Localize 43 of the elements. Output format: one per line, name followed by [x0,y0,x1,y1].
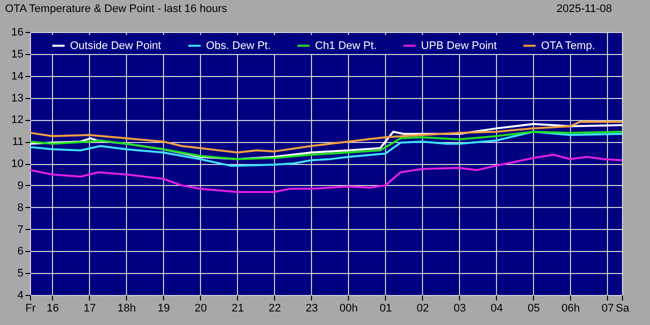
x-tick-label: 16 [46,302,59,314]
y-tick-label: 8 [17,202,24,214]
x-tick-label: 00h [340,302,358,314]
y-tick-label: 14 [11,70,24,82]
y-tick-label: 9 [17,180,24,192]
y-tick-label: 4 [17,290,24,302]
x-tick-label: 22 [268,302,281,314]
legend-label: Outside Dew Point [70,40,162,52]
x-tick-label: 02 [416,302,429,314]
x-tick-label: 06h [562,302,580,314]
x-tick-label: 05 [528,302,540,314]
x-tick-label: 23 [306,302,318,314]
x-tick-label: 21 [232,302,244,314]
x-tick-label: 18h [118,302,136,314]
y-tick-label: 10 [11,158,24,170]
x-tick-label: 07 [602,302,614,314]
line-series [29,130,623,167]
x-tick-label: 04 [490,302,503,314]
line-series [29,130,623,160]
text: 2025-11-08 [556,3,612,15]
legend-label: Obs. Dew Pt. [206,40,271,52]
y-tick-label: 13 [11,92,24,104]
y-tick-label: 11 [12,136,24,148]
x-tick-label: 01 [380,302,392,314]
x-tick-label: 17 [84,302,96,314]
y-tick-label: 16 [11,26,24,38]
line-series [29,154,623,193]
y-tick-label: 6 [17,246,24,258]
y-tick-label: 12 [11,114,24,126]
x-tick-label: 19 [158,302,170,314]
x-tick-label: 03 [454,302,466,314]
legend-label: OTA Temp. [541,40,596,52]
y-tick-label: 5 [17,268,24,280]
legend-label: Ch1 Dew Pt. [315,40,377,52]
line-series [29,120,623,154]
y-tick-label: 15 [11,48,24,60]
chart-title: OTA Temperature & Dew Point - last 16 hours [5,3,228,15]
legend-label: UPB Dew Point [421,40,497,52]
x-tick-label: Fr [25,302,36,314]
x-tick-label: Sa [616,302,630,314]
x-tick-label: 20 [194,302,207,314]
y-tick-label: 7 [17,224,24,236]
line-series [29,123,623,160]
